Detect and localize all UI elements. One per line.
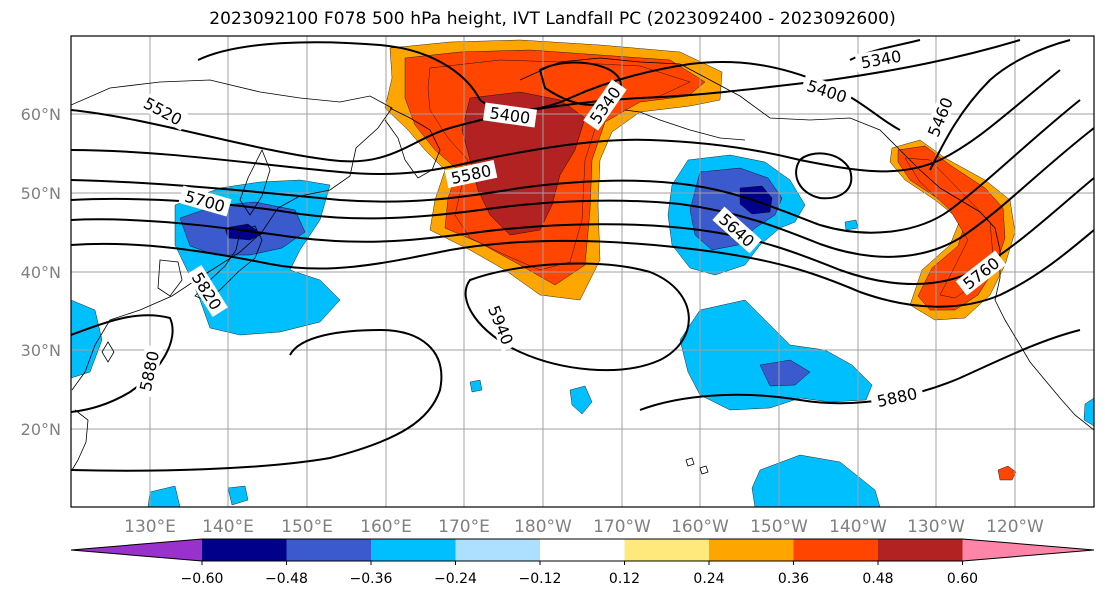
colorbar-label-6: 0.12 [609, 571, 640, 587]
gridlines [71, 36, 1094, 507]
lon-label-140e: 140°E [202, 517, 254, 537]
lat-label-60n: 60°N [21, 105, 61, 124]
colorbar-extend-low [71, 539, 202, 561]
negative-region-west-edge [71, 299, 103, 379]
lat-label-50n: 50°N [21, 184, 61, 203]
lat-label-40n: 40°N [21, 263, 61, 282]
colorbar-bin-3 [371, 539, 456, 561]
colorbar-bin-4 [455, 539, 540, 561]
negative-region-east-edge [1083, 397, 1094, 427]
coastlines [71, 57, 1094, 475]
lon-label-130e: 130°E [124, 517, 176, 537]
contour-5700 [71, 127, 1094, 258]
coastline-hawaii-2 [699, 465, 709, 475]
contour-5880 [71, 314, 174, 413]
contour-5520 [71, 39, 1021, 163]
contour-5400-low [795, 152, 853, 200]
negative-region-small-1 [569, 385, 593, 415]
coastline-asia [71, 79, 393, 391]
coastline-philippines [71, 409, 89, 471]
lon-label-120w: 120°W [986, 517, 1044, 537]
colorbar-bin-2 [286, 539, 371, 561]
colorbar: −0.60 −0.48 −0.36 −0.24 −0.12 0.12 0.24 … [70, 538, 1095, 587]
contour-5880-south [71, 328, 443, 472]
colorbar-bin-9 [878, 539, 963, 561]
longitude-labels: 130°E 140°E 150°E 160°E 170°E 180°W 170°… [124, 517, 1044, 537]
colorbar-label-2: −0.48 [265, 571, 308, 587]
colorbar-bin-5 [540, 539, 625, 561]
lon-label-160w: 160°W [671, 517, 729, 537]
negative-region-southern-1 [751, 454, 881, 507]
contour-5640 [71, 99, 1081, 234]
colorbar-bin-7 [709, 539, 794, 561]
colorbar-bin-1 [202, 539, 287, 561]
lon-label-170e: 170°E [438, 517, 490, 537]
map-title: 2023092100 F078 500 hPa height, IVT Land… [209, 9, 896, 29]
coastline-korea [157, 259, 183, 297]
lon-label-150e: 150°E [281, 517, 333, 537]
latitude-labels: 60°N 50°N 40°N 30°N 20°N [21, 105, 61, 439]
coastline-alaska [519, 57, 1094, 431]
negative-region-southern-2 [147, 485, 181, 507]
map-frame [70, 35, 1095, 508]
contour-5580 [71, 69, 1061, 176]
lat-label-30n: 30°N [21, 341, 61, 360]
colorbar-label-7: 0.24 [693, 571, 724, 587]
colorbar-label-10: 0.60 [947, 571, 978, 587]
colorbar-label-8: 0.36 [778, 571, 809, 587]
positive-region-southern-small [997, 465, 1017, 481]
negative-region-subtropical-outer [679, 299, 873, 411]
coastline-kuril-sakhalin [239, 149, 271, 216]
map-plot-area: 5520 5400 5340 5580 5700 5820 5880 5940 … [70, 35, 1095, 508]
coastline-alaska-islands [624, 109, 746, 141]
lon-label-140w: 140°W [829, 517, 887, 537]
lon-label-130w: 130°W [907, 517, 965, 537]
colorbar-label-5: −0.12 [519, 571, 562, 587]
coastline-taiwan [101, 341, 115, 363]
lon-label-150w: 150°W [750, 517, 808, 537]
colorbar-ticks [201, 561, 963, 565]
colorbar-tick-labels: −0.60 −0.48 −0.36 −0.24 −0.12 0.12 0.24 … [181, 571, 979, 587]
colorbar-label-3: −0.36 [350, 571, 393, 587]
negative-region-subtropical-mid [759, 359, 811, 387]
lon-label-170w: 170°W [593, 517, 651, 537]
lon-label-160e: 160°E [360, 517, 412, 537]
colorbar-bin-8 [793, 539, 878, 561]
colorbar-label-1: −0.60 [181, 571, 224, 587]
lon-label-180w: 180°W [514, 517, 572, 537]
colorbar-label-4: −0.24 [434, 571, 477, 587]
negative-region-small-2 [469, 379, 483, 393]
colorbar-label-9: 0.48 [862, 571, 893, 587]
contour-5460 [929, 39, 1071, 171]
contour-5820 [71, 229, 1094, 308]
negative-region-small-3 [844, 219, 859, 231]
colorbar-bin-6 [624, 539, 709, 561]
coastline-hawaii-1 [685, 457, 695, 467]
colorbar-extend-high [962, 539, 1094, 561]
lat-label-20n: 20°N [21, 420, 61, 439]
negative-region-southern-3 [227, 485, 249, 506]
